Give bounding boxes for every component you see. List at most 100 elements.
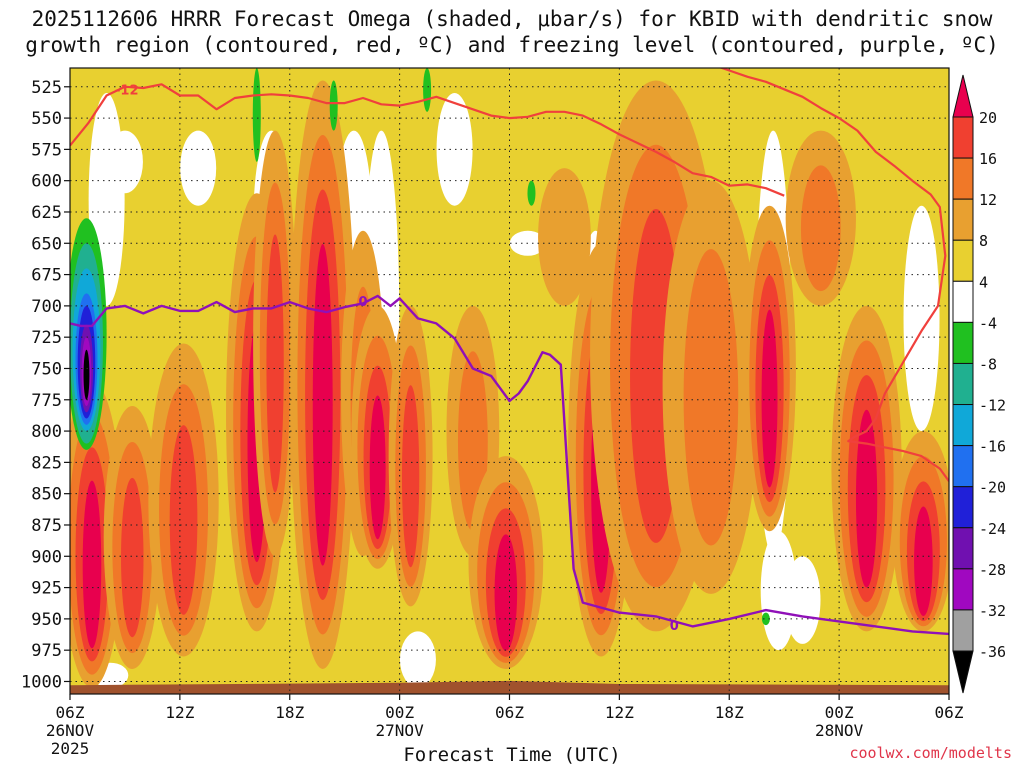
omega-rising-motion-contour: [401, 385, 420, 568]
colorbar-label: 16: [979, 150, 997, 168]
omega-rising-motion-contour: [82, 480, 102, 649]
colorbar-label: -32: [979, 602, 1006, 620]
colorbar-swatch: [952, 609, 974, 652]
omega-sinking-motion-spot: [329, 80, 338, 131]
omega-colorbar: 20 16 12 8 4 -4 -8 -12 -16 -20 -24 -28 -32 -36: [952, 74, 1006, 694]
freezing-level-label-upper: 0: [358, 295, 367, 310]
colorbar-swatch: [952, 568, 974, 611]
colorbar-swatch: [952, 116, 974, 159]
freezing-level-contour: [70, 294, 949, 636]
omega-sinking-motion-spot: [527, 180, 536, 206]
omega-rising-motion-contour: [312, 243, 333, 566]
omega-rising-motion-contour: [914, 506, 933, 617]
colorbar-swatch: [952, 198, 974, 241]
pressure-tick-label: 800: [31, 422, 62, 442]
contour-lines: -12 0 0: [70, 68, 949, 636]
pressure-tick-label: 550: [31, 109, 62, 129]
colorbar-swatch: [952, 527, 974, 570]
pressure-tick-label: 850: [31, 485, 62, 505]
pressure-tick-label: 975: [31, 641, 62, 661]
omega-rising-motion-contour: [538, 168, 591, 306]
colorbar-label: 4: [979, 273, 988, 291]
time-tick-label: 00Z: [825, 703, 854, 722]
x-axis-label: Forecast Time (UTC): [403, 744, 621, 766]
pressure-tick-label: 725: [31, 328, 62, 348]
colorbar-label: -4: [979, 314, 997, 332]
omega-near-zero-patch: [436, 93, 473, 206]
time-date-label: 28NOV: [815, 721, 864, 740]
pressure-tick-label: 675: [31, 266, 62, 286]
omega-rising-motion-contour: [855, 409, 878, 588]
colorbar-label: 8: [979, 232, 988, 250]
colorbar-bottom-arrow: [952, 650, 974, 694]
pressure-tick-label: 775: [31, 391, 62, 411]
pressure-tick-label: 525: [31, 78, 62, 98]
colorbar-swatch: [952, 445, 974, 488]
time-tick-label: 12Z: [605, 703, 634, 722]
omega-near-zero-patch: [903, 205, 940, 432]
omega-rising-motion-contour: [169, 425, 198, 615]
colorbar-swatch: [952, 321, 974, 364]
time-tick-label: 06Z: [935, 703, 964, 722]
dgz-lower-contour: [718, 68, 949, 482]
chart-title-line-1: 2025112606 HRRR Forecast Omega (shaded, …: [31, 7, 993, 31]
omega-rising-motion-contour: [761, 309, 778, 488]
pressure-tick-label: 900: [31, 547, 62, 567]
colorbar-swatch: [952, 280, 974, 323]
pressure-tick-label: 750: [31, 359, 62, 379]
omega-near-zero-patch: [399, 631, 436, 688]
colorbar-swatch: [952, 486, 974, 529]
colorbar-label: -12: [979, 397, 1006, 415]
time-date-label: 26NOV: [46, 721, 95, 740]
colorbar-label: 20: [979, 109, 997, 127]
dgz-minus12-contour: [70, 83, 785, 197]
pressure-tick-label: 625: [31, 203, 62, 223]
omega-rising-motion-contour: [121, 477, 144, 638]
time-tick-label: 18Z: [715, 703, 744, 722]
pressure-tick-label: 700: [31, 297, 62, 317]
omega-rising-motion-contour: [800, 165, 841, 292]
time-date-label: 27NOV: [376, 721, 425, 740]
omega-sinking-motion-spot: [252, 68, 261, 162]
pressure-tick-label: 825: [31, 453, 62, 473]
colorbar-label: -8: [979, 355, 997, 373]
colorbar-label: -24: [979, 520, 1006, 538]
pressure-axis: 525 550 575 600 625 650 675 700 725 750 775 800 825 8…: [21, 78, 70, 692]
omega-rising-motion-contour: [369, 395, 386, 540]
colorbar-top-arrow: [952, 74, 974, 118]
omega-shaded-field: [70, 68, 949, 694]
omega-sinking-motion-contour: [83, 349, 90, 400]
omega-rising-motion-contour: [494, 534, 518, 651]
time-tick-label: 06Z: [495, 703, 524, 722]
pressure-tick-label: 875: [31, 516, 62, 536]
omega-near-zero-patch: [760, 531, 797, 651]
grid-lines: [70, 68, 949, 694]
omega-rising-motion-contour: [266, 234, 284, 493]
chart-title-line-2: growth region (contoured, red, ºC) and f…: [25, 33, 999, 57]
colorbar-swatch: [952, 404, 974, 447]
pressure-tick-label: 600: [31, 172, 62, 192]
omega-sinking-motion-spot: [761, 612, 770, 626]
colorbar-label: -16: [979, 438, 1006, 456]
colorbar-label: -20: [979, 479, 1006, 497]
dgz-contour-label: -12: [115, 83, 139, 98]
omega-near-zero-patch: [180, 130, 217, 206]
omega-rising-motion-contour: [683, 249, 739, 546]
pressure-tick-label: 1000: [21, 672, 62, 692]
pressure-tick-label: 950: [31, 610, 62, 630]
source-credit: coolwx.com/modelts: [849, 744, 1012, 762]
time-year-label: 2025: [51, 739, 90, 758]
omega-sinking-motion-spot: [423, 68, 432, 112]
colorbar-swatch: [952, 362, 974, 406]
colorbar-swatch: [952, 157, 974, 200]
colorbar-label: -36: [979, 643, 1006, 661]
time-tick-label: 18Z: [275, 703, 304, 722]
freezing-level-label-lower: 0: [670, 619, 679, 634]
time-tick-label: 12Z: [165, 703, 194, 722]
pressure-tick-label: 575: [31, 140, 62, 160]
colorbar-swatch: [952, 239, 974, 282]
colorbar-label: 12: [979, 191, 997, 209]
pressure-tick-label: 650: [31, 234, 62, 254]
